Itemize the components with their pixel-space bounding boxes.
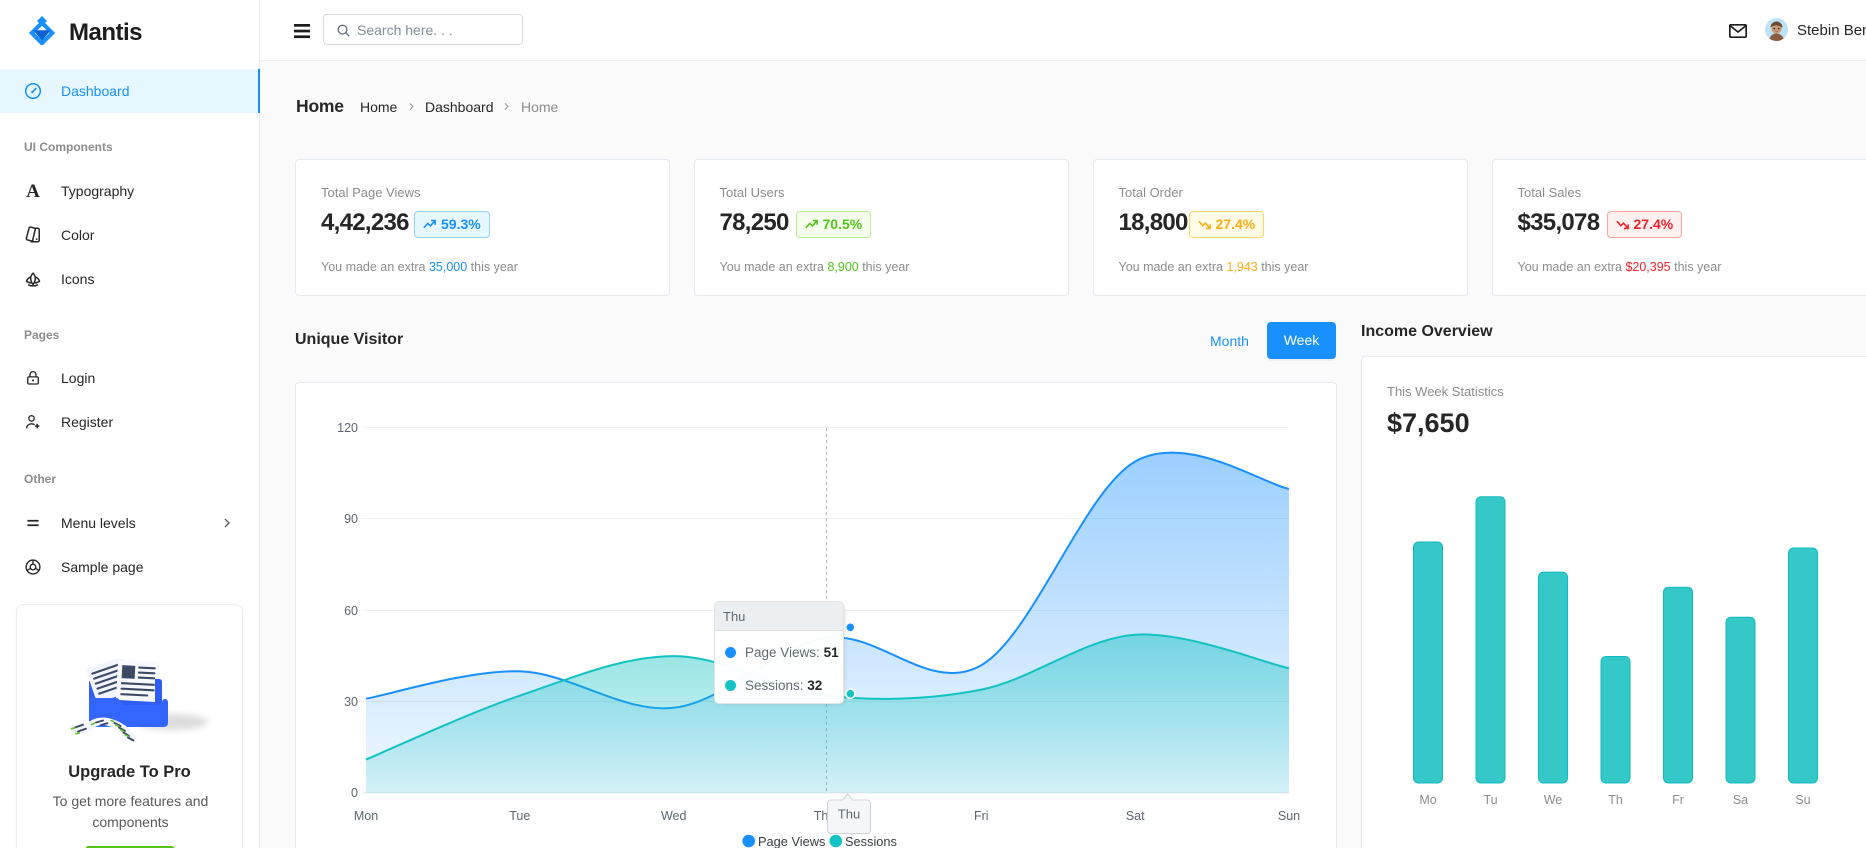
svg-text:Thu: Thu xyxy=(838,807,860,822)
svg-text:Fr: Fr xyxy=(1672,793,1684,807)
svg-text:Su: Su xyxy=(1795,793,1810,807)
svg-text:Mo: Mo xyxy=(1419,793,1436,807)
svg-text:A: A xyxy=(26,182,40,200)
svg-text:We: We xyxy=(1544,793,1563,807)
svg-text:Th: Th xyxy=(1608,793,1623,807)
svg-text:Tu: Tu xyxy=(1483,793,1497,807)
svg-text:Sa: Sa xyxy=(1733,793,1748,807)
